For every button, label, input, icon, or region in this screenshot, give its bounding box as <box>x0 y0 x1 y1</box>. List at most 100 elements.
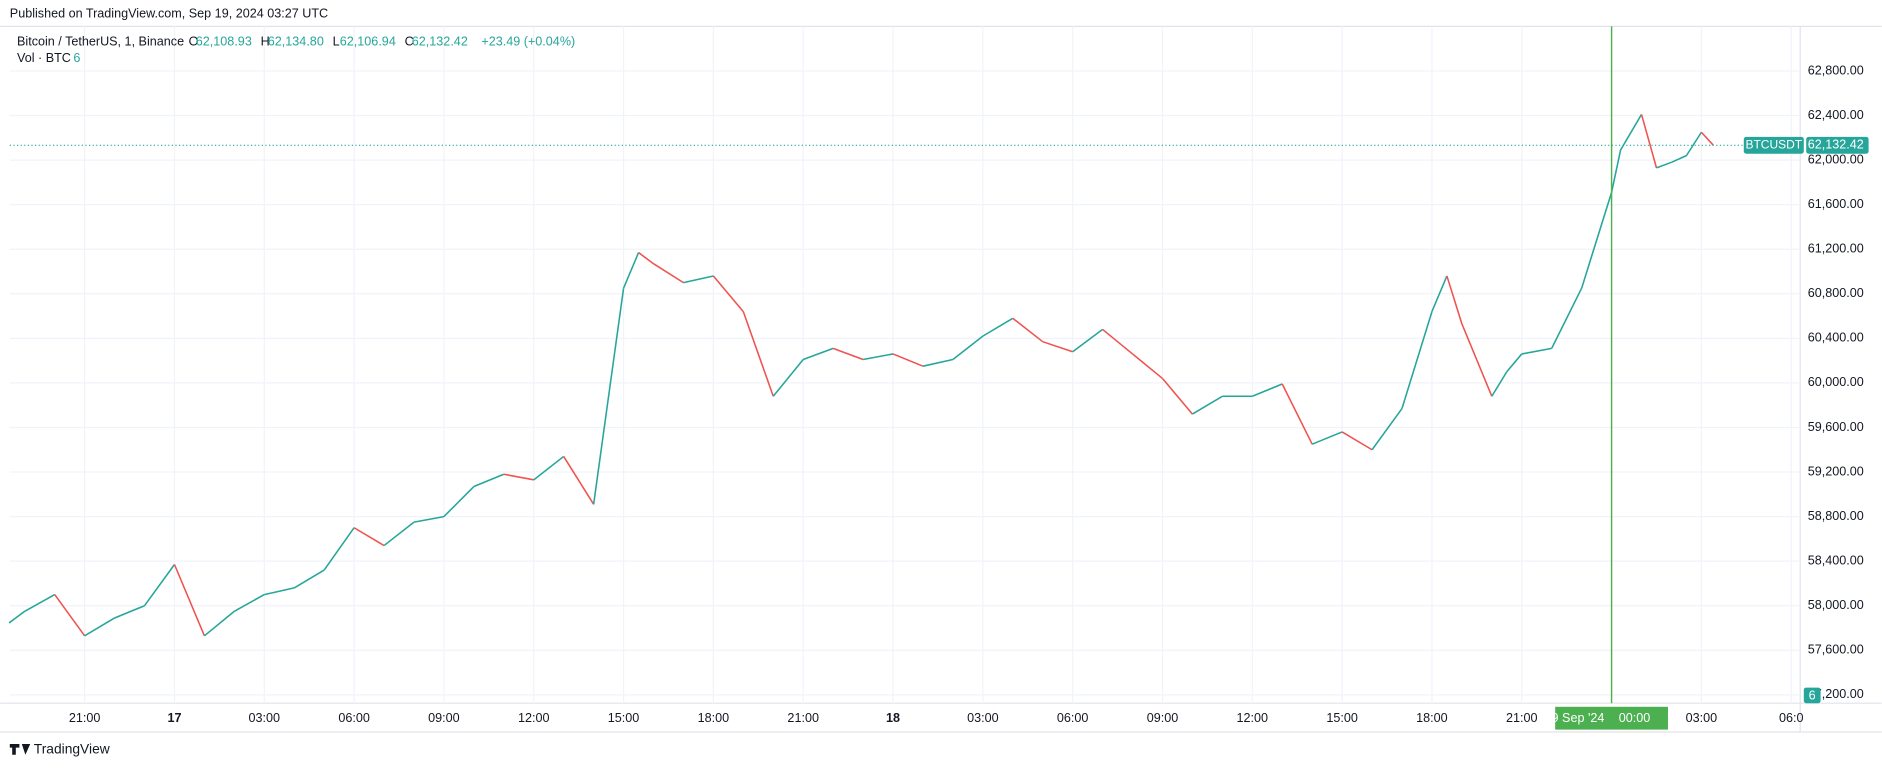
price-segment <box>1619 114 1643 151</box>
price-segment <box>353 527 385 547</box>
price-segment <box>1341 431 1373 451</box>
ohlc-key: H <box>261 34 270 48</box>
ohlc-value: 62,106.94 <box>340 34 396 48</box>
price-segment <box>24 593 56 612</box>
y-tick-label: 59,200.00 <box>1808 464 1864 478</box>
y-tick-label: 59,600.00 <box>1808 420 1864 434</box>
price-segment <box>1640 114 1658 169</box>
price-segment <box>742 311 775 397</box>
price-segment <box>802 347 834 361</box>
price-segment <box>114 604 145 619</box>
price-segment <box>1491 371 1508 397</box>
x-tick-label: 15:00 <box>608 711 640 725</box>
price-segment <box>683 275 714 284</box>
chart-title: Bitcoin / TetherUS, 1, Binance <box>17 34 184 48</box>
y-tick-label: 61,600.00 <box>1808 197 1864 211</box>
x-tick-label: 03:00 <box>967 711 999 725</box>
price-segment <box>1700 131 1714 146</box>
x-tick-label: 21:00 <box>1506 711 1538 725</box>
price-segment <box>1610 149 1622 193</box>
x-tick-label: 18 <box>886 711 900 725</box>
price-segment <box>1311 431 1343 445</box>
price-segment <box>143 564 176 607</box>
price-segment <box>982 317 1014 337</box>
change: +23.49 (+0.04%) <box>481 34 575 48</box>
price-segment <box>9 610 26 624</box>
y-tick-label: 62,800.00 <box>1808 63 1864 77</box>
price-segment <box>173 564 206 637</box>
header: Published on TradingView.com, Sep 19, 20… <box>10 7 328 21</box>
price-segment <box>772 359 804 397</box>
price-segment <box>1446 275 1463 325</box>
ohlc-value: 62,134.80 <box>268 34 324 48</box>
price-segment <box>1012 317 1044 343</box>
price-segment <box>862 353 894 361</box>
volume-badge <box>1803 687 1821 704</box>
y-tick-label: 62,000.00 <box>1808 152 1864 166</box>
price-segment <box>383 521 415 547</box>
price-segment <box>533 455 565 481</box>
price-segment <box>1401 311 1433 409</box>
price-segment <box>1042 340 1073 353</box>
price-segment <box>1506 353 1523 373</box>
x-tick-label: 06:00 <box>1057 711 1089 725</box>
x-tick-label: 09:00 <box>428 711 460 725</box>
price-segment <box>413 515 445 523</box>
y-tick-label: 61,200.00 <box>1808 242 1864 256</box>
price-segment <box>1580 192 1613 289</box>
volume-value: 6 <box>73 51 80 65</box>
y-tick-label: 62,400.00 <box>1808 108 1864 122</box>
price-segment <box>1252 383 1283 397</box>
y-tick-label: 58,000.00 <box>1808 598 1864 612</box>
price-segment <box>323 527 355 571</box>
logo: TradingView <box>9 742 110 757</box>
price-segment <box>1371 408 1403 451</box>
footer: TradingView <box>34 742 110 757</box>
price-segment <box>622 252 640 289</box>
price-segment <box>592 288 625 505</box>
x-tick-label: 03:00 <box>249 711 281 725</box>
price-segment <box>233 593 265 612</box>
price-segment <box>203 610 235 637</box>
y-tick-label: 57,600.00 <box>1808 643 1864 657</box>
last-price-label: 62,132.42 <box>1808 138 1864 152</box>
price-segment <box>443 485 475 518</box>
price-segment <box>653 263 684 284</box>
symbol-badge <box>1743 136 1804 154</box>
ohlc-key: L <box>333 34 340 48</box>
price-segment <box>54 594 86 637</box>
price-segment <box>952 335 984 361</box>
x-tick-label: 03:00 <box>1686 711 1718 725</box>
x-tick-label: 15:00 <box>1326 711 1358 725</box>
price-segment <box>84 617 115 637</box>
crosshair-date: 19 Sep '24 <box>1545 711 1605 725</box>
price-segment <box>1431 275 1448 312</box>
symbol-label: BTCUSDT <box>1745 138 1802 152</box>
x-tick-label: 21:00 <box>787 711 819 725</box>
ohlc-key: C <box>405 34 414 48</box>
price-segment <box>1102 328 1134 355</box>
x-tick-label: 12:00 <box>1237 711 1269 725</box>
price-segment <box>1671 154 1687 164</box>
last-price-badge <box>1806 136 1869 154</box>
price-segment <box>1656 161 1672 169</box>
price-segment <box>1461 323 1493 397</box>
price-segment <box>293 569 325 589</box>
x-tick-label: 06:00 <box>338 711 370 725</box>
price-segment <box>892 353 924 367</box>
price-segment <box>1551 287 1583 349</box>
x-tick-label: 17 <box>167 711 181 725</box>
x-tick-label: 18:00 <box>698 711 730 725</box>
ohlc-key: O <box>189 34 199 48</box>
x-tick-label: 12:00 <box>518 711 550 725</box>
price-segment <box>264 587 295 596</box>
crosshair-time: 00:00 <box>1619 711 1651 725</box>
price-segment <box>832 347 864 361</box>
price-segment <box>563 456 595 505</box>
price-segment <box>473 473 505 488</box>
price-segment <box>1161 377 1194 415</box>
crosshair-badge <box>1555 706 1668 730</box>
y-tick-label: 57,200.00 <box>1808 687 1864 701</box>
